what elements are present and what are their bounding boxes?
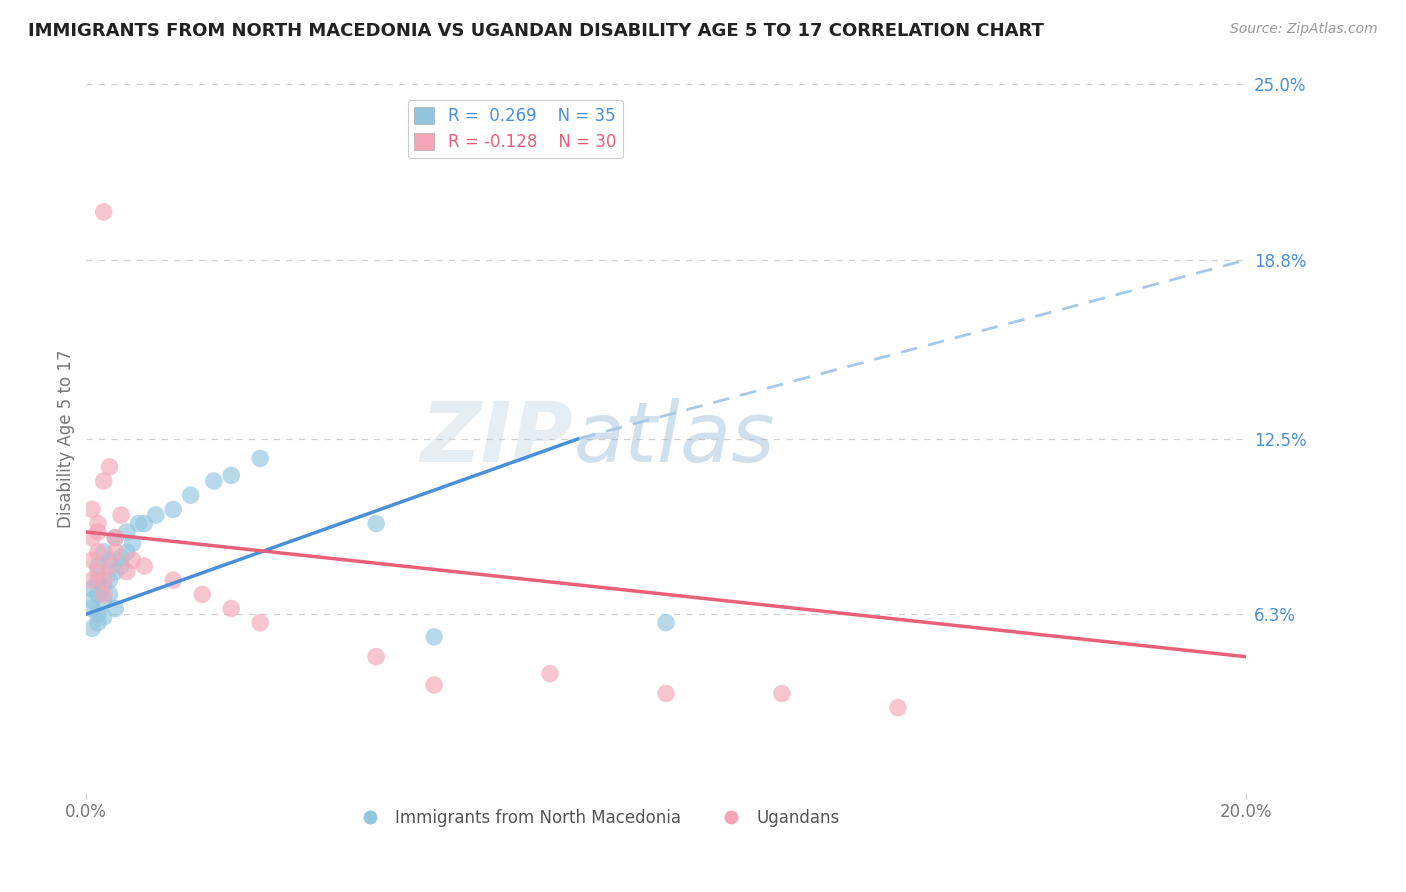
Text: IMMIGRANTS FROM NORTH MACEDONIA VS UGANDAN DISABILITY AGE 5 TO 17 CORRELATION CH: IMMIGRANTS FROM NORTH MACEDONIA VS UGAND… <box>28 22 1045 40</box>
Point <box>98 553 121 567</box>
Legend: Immigrants from North Macedonia, Ugandans: Immigrants from North Macedonia, Ugandan… <box>347 803 846 834</box>
Point <box>887 700 910 714</box>
Point <box>80 531 103 545</box>
Point <box>104 545 127 559</box>
Point <box>87 559 110 574</box>
Point <box>104 531 127 545</box>
Point <box>104 565 127 579</box>
Point <box>115 565 138 579</box>
Point <box>121 553 143 567</box>
Text: atlas: atlas <box>574 398 775 479</box>
Point <box>80 553 103 567</box>
Point <box>191 587 214 601</box>
Point <box>87 615 110 630</box>
Point <box>87 573 110 587</box>
Point <box>770 686 793 700</box>
Point <box>87 524 110 539</box>
Text: ZIP: ZIP <box>420 398 574 479</box>
Point <box>366 649 388 664</box>
Point <box>249 451 271 466</box>
Point <box>104 601 127 615</box>
Point <box>80 601 103 615</box>
Point <box>423 630 446 644</box>
Point <box>219 601 242 615</box>
Point <box>162 573 184 587</box>
Point <box>134 559 156 574</box>
Point <box>121 536 143 550</box>
Point <box>180 488 202 502</box>
Point <box>249 615 271 630</box>
Point <box>110 550 132 565</box>
Point <box>115 524 138 539</box>
Y-axis label: Disability Age 5 to 17: Disability Age 5 to 17 <box>58 350 75 528</box>
Point <box>655 686 678 700</box>
Point <box>98 459 121 474</box>
Point <box>98 559 121 574</box>
Point <box>93 205 115 219</box>
Point <box>93 593 115 607</box>
Point <box>93 474 115 488</box>
Point <box>80 573 103 587</box>
Point <box>93 573 115 587</box>
Point <box>538 666 561 681</box>
Point <box>87 545 110 559</box>
Point <box>104 531 127 545</box>
Point <box>80 582 103 596</box>
Point <box>134 516 156 531</box>
Point <box>98 573 121 587</box>
Point <box>87 607 110 622</box>
Point <box>145 508 167 522</box>
Point <box>162 502 184 516</box>
Point <box>115 545 138 559</box>
Point <box>87 565 110 579</box>
Text: Source: ZipAtlas.com: Source: ZipAtlas.com <box>1230 22 1378 37</box>
Point <box>80 502 103 516</box>
Point <box>93 579 115 593</box>
Point <box>127 516 149 531</box>
Point <box>98 587 121 601</box>
Point <box>87 516 110 531</box>
Point <box>202 474 225 488</box>
Point <box>80 621 103 635</box>
Point <box>110 559 132 574</box>
Point <box>93 545 115 559</box>
Point <box>87 587 110 601</box>
Point <box>655 615 678 630</box>
Point <box>219 468 242 483</box>
Point <box>423 678 446 692</box>
Point <box>80 593 103 607</box>
Point <box>366 516 388 531</box>
Point <box>110 508 132 522</box>
Point <box>93 587 115 601</box>
Point <box>93 610 115 624</box>
